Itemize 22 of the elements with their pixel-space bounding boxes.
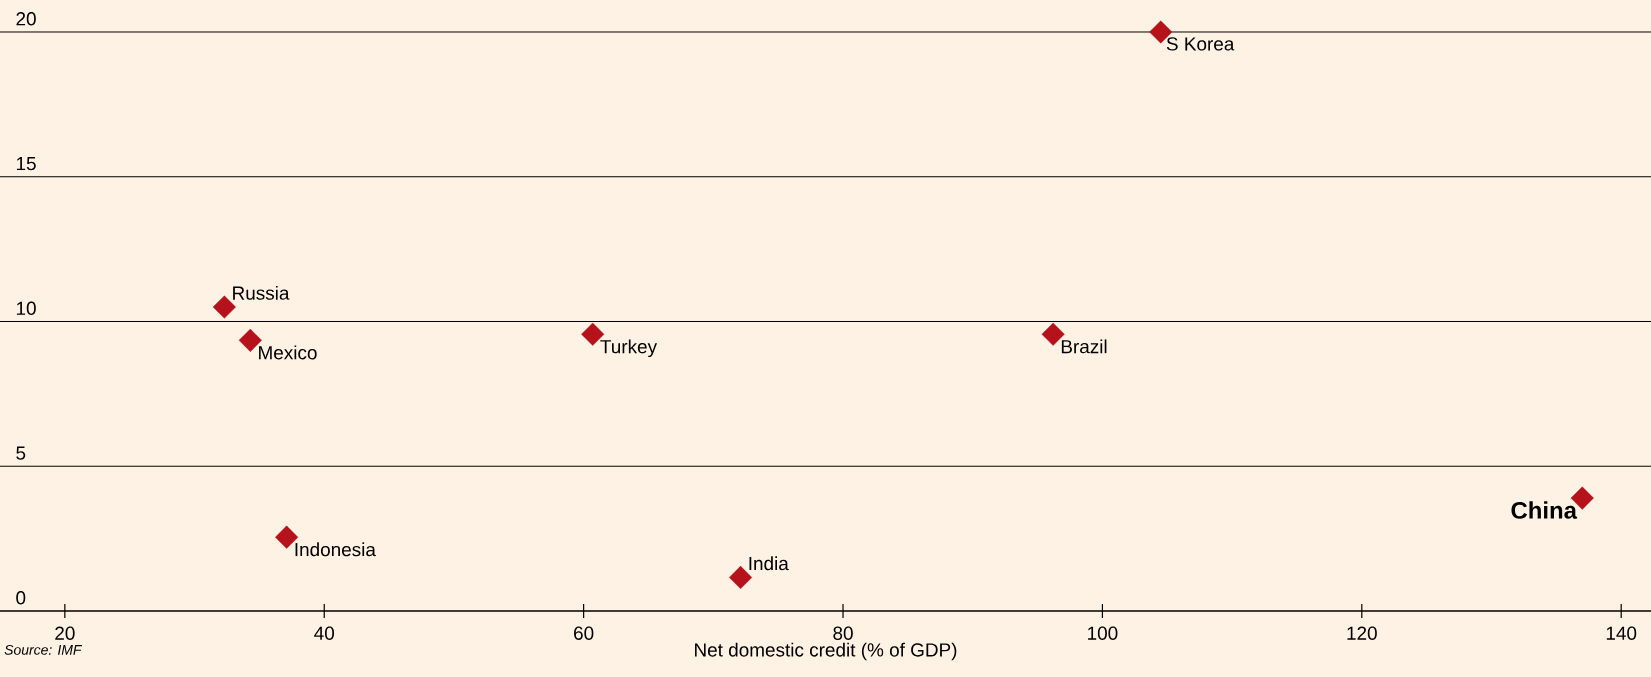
annotation: Russia <box>233 285 290 300</box>
annotation: S Korea <box>1166 37 1235 51</box>
x-axis-title: Net domestic credit (% of GDP) <box>695 642 957 661</box>
annotation: India <box>749 556 789 571</box>
annotation: China <box>1511 501 1578 519</box>
x-tick-label: 100 <box>1088 626 1118 640</box>
text: Source: IMF <box>4 644 83 655</box>
annotation: Indonesia <box>295 542 376 557</box>
y-tick-label: 0 <box>16 591 26 605</box>
y-tick-label: 10 <box>16 301 36 315</box>
x-tick-label: 60 <box>574 626 594 640</box>
y-tick-label: 20 <box>16 12 36 26</box>
annotation: Turkey <box>600 339 658 358</box>
annotation: Brazil <box>1061 339 1107 354</box>
y-tick-label: 15 <box>16 157 36 171</box>
x-tick-label: 20 <box>55 626 75 640</box>
x-tick-label: 120 <box>1347 626 1377 640</box>
annotation: Mexico <box>259 345 317 360</box>
x-tick-label: 140 <box>1606 626 1637 640</box>
x-tick-label: 80 <box>833 626 853 640</box>
y-tick-label: 5 <box>16 446 26 460</box>
x-tick-label: 40 <box>314 626 335 640</box>
